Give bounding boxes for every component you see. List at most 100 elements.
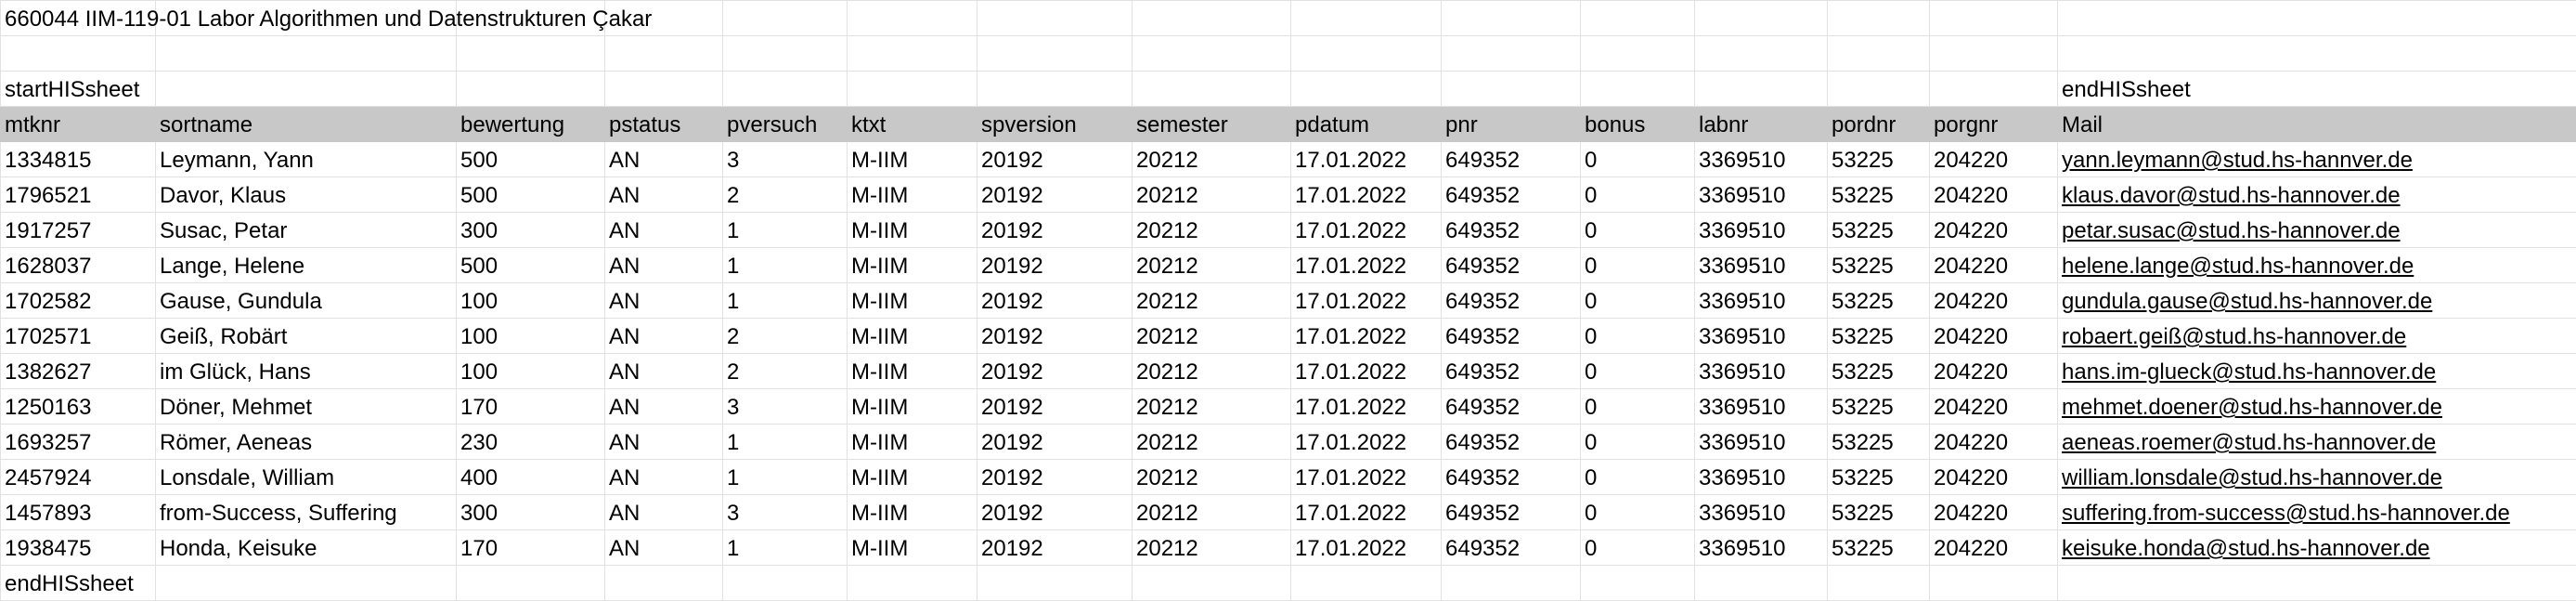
cell-mtknr[interactable]: 1693257 [1,425,156,460]
cell-spversion[interactable]: 20192 [977,354,1133,389]
cell-sortname[interactable]: Geiß, Robärt [156,319,457,354]
cell-bonus[interactable]: 0 [1581,460,1695,495]
cell-pordnr[interactable]: 53225 [1828,319,1930,354]
cell-mtknr[interactable]: 1250163 [1,389,156,425]
cell-pversuch[interactable]: 2 [723,354,848,389]
column-header-pversuch[interactable]: pversuch [723,107,848,142]
cell-pversuch[interactable]: 3 [723,389,848,425]
cell-bonus[interactable]: 0 [1581,248,1695,283]
mail-link[interactable]: mehmet.doener@stud.hs-hannover.de [2058,389,2576,425]
cell-pstatus[interactable]: AN [605,213,723,248]
cell-bewertung[interactable]: 170 [457,389,605,425]
cell-pstatus[interactable]: AN [605,283,723,319]
cell-pstatus[interactable]: AN [605,248,723,283]
cell-pversuch[interactable]: 1 [723,213,848,248]
cell-sortname[interactable]: Gause, Gundula [156,283,457,319]
cell-bonus[interactable]: 0 [1581,213,1695,248]
cell-spversion[interactable]: 20192 [977,460,1133,495]
mail-link[interactable]: hans.im-glueck@stud.hs-hannover.de [2058,354,2576,389]
cell-pdatum[interactable]: 17.01.2022 [1291,177,1442,213]
cell-pstatus[interactable]: AN [605,354,723,389]
cell-porgnr[interactable]: 204220 [1930,530,2058,566]
cell-mtknr[interactable]: 1628037 [1,248,156,283]
cell-pstatus[interactable]: AN [605,142,723,177]
cell-porgnr[interactable]: 204220 [1930,142,2058,177]
cell-bewertung[interactable]: 230 [457,425,605,460]
cell-mtknr[interactable]: 1382627 [1,354,156,389]
cell-labnr[interactable]: 3369510 [1695,213,1828,248]
cell-pordnr[interactable]: 53225 [1828,495,1930,530]
cell-pordnr[interactable]: 53225 [1828,389,1930,425]
cell-pordnr[interactable]: 53225 [1828,177,1930,213]
cell-pnr[interactable]: 649352 [1442,248,1581,283]
mail-link[interactable]: keisuke.honda@stud.hs-hannover.de [2058,530,2576,566]
column-header-semester[interactable]: semester [1133,107,1291,142]
cell-labnr[interactable]: 3369510 [1695,248,1828,283]
cell-labnr[interactable]: 3369510 [1695,354,1828,389]
cell-porgnr[interactable]: 204220 [1930,319,2058,354]
cell-pnr[interactable]: 649352 [1442,354,1581,389]
cell-pnr[interactable]: 649352 [1442,319,1581,354]
cell-mtknr[interactable]: 1796521 [1,177,156,213]
column-header-ktxt[interactable]: ktxt [848,107,977,142]
cell-pdatum[interactable]: 17.01.2022 [1291,319,1442,354]
start-marker-cell[interactable]: startHISsheet [1,72,156,107]
cell-porgnr[interactable]: 204220 [1930,354,2058,389]
cell-semester[interactable]: 20212 [1133,142,1291,177]
cell-sortname[interactable]: Davor, Klaus [156,177,457,213]
cell-sortname[interactable]: Römer, Aeneas [156,425,457,460]
cell-sortname[interactable]: from-Success, Suffering [156,495,457,530]
column-header-pnr[interactable]: pnr [1442,107,1581,142]
cell-spversion[interactable]: 20192 [977,425,1133,460]
cell-sortname[interactable]: Susac, Petar [156,213,457,248]
cell-spversion[interactable]: 20192 [977,495,1133,530]
cell-pnr[interactable]: 649352 [1442,460,1581,495]
column-header-bonus[interactable]: bonus [1581,107,1695,142]
cell-pversuch[interactable]: 1 [723,248,848,283]
cell-pversuch[interactable]: 1 [723,460,848,495]
cell-semester[interactable]: 20212 [1133,425,1291,460]
cell-pordnr[interactable]: 53225 [1828,530,1930,566]
cell-labnr[interactable]: 3369510 [1695,495,1828,530]
cell-labnr[interactable]: 3369510 [1695,177,1828,213]
cell-porgnr[interactable]: 204220 [1930,213,2058,248]
cell-ktxt[interactable]: M-IIM [848,142,977,177]
cell-mtknr[interactable]: 1457893 [1,495,156,530]
cell-bewertung[interactable]: 170 [457,530,605,566]
cell-pversuch[interactable]: 1 [723,530,848,566]
cell-pdatum[interactable]: 17.01.2022 [1291,460,1442,495]
cell-semester[interactable]: 20212 [1133,283,1291,319]
cell-porgnr[interactable]: 204220 [1930,248,2058,283]
cell-pversuch[interactable]: 3 [723,142,848,177]
cell-ktxt[interactable]: M-IIM [848,177,977,213]
cell-mtknr[interactable]: 1938475 [1,530,156,566]
cell-spversion[interactable]: 20192 [977,248,1133,283]
mail-link[interactable]: petar.susac@stud.hs-hannover.de [2058,213,2576,248]
cell-labnr[interactable]: 3369510 [1695,319,1828,354]
cell-bewertung[interactable]: 400 [457,460,605,495]
cell-ktxt[interactable]: M-IIM [848,354,977,389]
cell-bewertung[interactable]: 100 [457,283,605,319]
cell-labnr[interactable]: 3369510 [1695,389,1828,425]
cell-bewertung[interactable]: 500 [457,142,605,177]
cell-spversion[interactable]: 20192 [977,142,1133,177]
cell-bewertung[interactable]: 500 [457,248,605,283]
cell-pdatum[interactable]: 17.01.2022 [1291,389,1442,425]
cell-spversion[interactable]: 20192 [977,177,1133,213]
column-header-sortname[interactable]: sortname [156,107,457,142]
cell-semester[interactable]: 20212 [1133,177,1291,213]
cell-ktxt[interactable]: M-IIM [848,495,977,530]
cell-semester[interactable]: 20212 [1133,319,1291,354]
cell-pnr[interactable]: 649352 [1442,177,1581,213]
column-header-porgnr[interactable]: porgnr [1930,107,2058,142]
cell-labnr[interactable]: 3369510 [1695,460,1828,495]
cell-pversuch[interactable]: 3 [723,495,848,530]
cell-labnr[interactable]: 3369510 [1695,425,1828,460]
cell-pstatus[interactable]: AN [605,495,723,530]
cell-pdatum[interactable]: 17.01.2022 [1291,530,1442,566]
cell-ktxt[interactable]: M-IIM [848,319,977,354]
mail-link[interactable]: william.lonsdale@stud.hs-hannover.de [2058,460,2576,495]
cell-semester[interactable]: 20212 [1133,460,1291,495]
cell-pstatus[interactable]: AN [605,389,723,425]
cell-semester[interactable]: 20212 [1133,530,1291,566]
